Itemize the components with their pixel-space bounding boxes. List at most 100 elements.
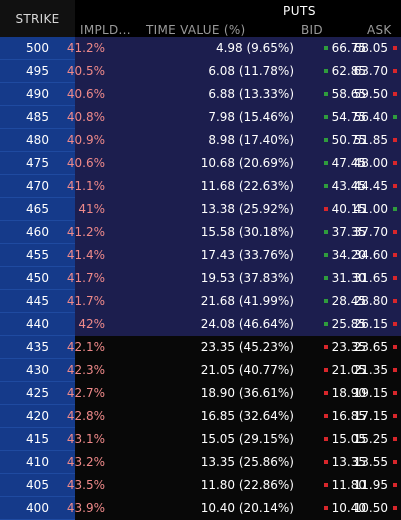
table-row[interactable]: 415 43.1% 15.05 (29.15%) 15.05 15.25: [0, 428, 401, 451]
table-row[interactable]: 475 40.6% 10.68 (20.69%) 47.45 48.00: [0, 152, 401, 175]
strike-cell[interactable]: 475: [0, 152, 75, 175]
table-row[interactable]: 470 41.1% 11.68 (22.63%) 43.45 44.45: [0, 175, 401, 198]
bid-price-cell[interactable]: 16.85: [331, 409, 366, 423]
puts-cells[interactable]: [75, 313, 401, 336]
puts-cells[interactable]: [75, 359, 401, 382]
strike-cell[interactable]: 490: [0, 83, 75, 106]
bid-price-cell[interactable]: 31.30: [331, 271, 366, 285]
table-row[interactable]: 400 43.9% 10.40 (20.14%) 10.40 10.50: [0, 497, 401, 520]
table-row[interactable]: 465 41% 13.38 (25.92%) 40.15 41.00: [0, 198, 401, 221]
table-row[interactable]: 445 41.7% 21.68 (41.99%) 28.45 28.80: [0, 290, 401, 313]
bid-price-cell[interactable]: 62.85: [331, 64, 366, 78]
puts-cells[interactable]: [75, 129, 401, 152]
ask-price-cell[interactable]: 34.60: [353, 248, 388, 262]
table-row[interactable]: 480 40.9% 8.98 (17.40%) 50.75 51.85: [0, 129, 401, 152]
ask-price-cell[interactable]: 10.50: [353, 501, 388, 515]
strike-cell[interactable]: 450: [0, 267, 75, 290]
bid-price-cell[interactable]: 66.75: [331, 41, 366, 55]
bid-price-cell[interactable]: 54.75: [331, 110, 366, 124]
table-row[interactable]: 500 41.2% 4.98 (9.65%) 66.75 68.05: [0, 37, 401, 60]
strike-cell[interactable]: 410: [0, 451, 75, 474]
bid-price-cell[interactable]: 37.35: [331, 225, 366, 239]
table-row[interactable]: 490 40.6% 6.88 (13.33%) 58.65 59.50: [0, 83, 401, 106]
puts-cells[interactable]: [75, 152, 401, 175]
ask-price-cell[interactable]: 44.45: [353, 179, 388, 193]
table-row[interactable]: 455 41.4% 17.43 (33.76%) 34.20 34.60: [0, 244, 401, 267]
ask-price-cell[interactable]: 63.70: [353, 64, 388, 78]
ask-column-header[interactable]: ASK: [367, 23, 392, 37]
ask-price-cell[interactable]: 13.55: [353, 455, 388, 469]
bid-price-cell[interactable]: 28.45: [331, 294, 366, 308]
strike-cell[interactable]: 495: [0, 60, 75, 83]
ask-price-cell[interactable]: 11.95: [353, 478, 388, 492]
puts-cells[interactable]: [75, 244, 401, 267]
bid-price-cell[interactable]: 47.45: [331, 156, 366, 170]
strike-cell[interactable]: 455: [0, 244, 75, 267]
strike-cell[interactable]: 440: [0, 313, 75, 336]
puts-cells[interactable]: [75, 474, 401, 497]
table-row[interactable]: 440 42% 24.08 (46.64%) 25.85 26.15: [0, 313, 401, 336]
bid-price-cell[interactable]: 40.15: [331, 202, 366, 216]
puts-cells[interactable]: [75, 175, 401, 198]
ask-price-cell[interactable]: 23.65: [353, 340, 388, 354]
strike-cell[interactable]: 480: [0, 129, 75, 152]
bid-price-cell[interactable]: 58.65: [331, 87, 366, 101]
implied-volatility-column-header[interactable]: IMPLD...: [80, 23, 131, 37]
strike-cell[interactable]: 465: [0, 198, 75, 221]
bid-price-cell[interactable]: 13.35: [331, 455, 366, 469]
bid-price-cell[interactable]: 21.05: [331, 363, 366, 377]
puts-cells[interactable]: [75, 428, 401, 451]
bid-price-cell[interactable]: 25.85: [331, 317, 366, 331]
table-row[interactable]: 485 40.8% 7.98 (15.46%) 54.75 56.40: [0, 106, 401, 129]
table-row[interactable]: 435 42.1% 23.35 (45.23%) 23.35 23.65: [0, 336, 401, 359]
ask-price-cell[interactable]: 56.40: [353, 110, 388, 124]
table-row[interactable]: 425 42.7% 18.90 (36.61%) 18.90 19.15: [0, 382, 401, 405]
puts-cells[interactable]: [75, 106, 401, 129]
bid-price-cell[interactable]: 23.35: [331, 340, 366, 354]
puts-cells[interactable]: [75, 267, 401, 290]
ask-price-cell[interactable]: 15.25: [353, 432, 388, 446]
bid-column-header[interactable]: BID: [301, 23, 323, 37]
ask-price-cell[interactable]: 28.80: [353, 294, 388, 308]
bid-price-cell[interactable]: 34.20: [331, 248, 366, 262]
bid-price-cell[interactable]: 11.80: [331, 478, 366, 492]
puts-cells[interactable]: [75, 60, 401, 83]
bid-price-cell[interactable]: 18.90: [331, 386, 366, 400]
ask-price-cell[interactable]: 51.85: [353, 133, 388, 147]
ask-price-cell[interactable]: 19.15: [353, 386, 388, 400]
ask-price-cell[interactable]: 48.00: [353, 156, 388, 170]
strike-cell[interactable]: 500: [0, 37, 75, 60]
table-row[interactable]: 460 41.2% 15.58 (30.18%) 37.35 37.70: [0, 221, 401, 244]
strike-column-header[interactable]: STRIKE: [0, 0, 75, 37]
ask-price-cell[interactable]: 31.65: [353, 271, 388, 285]
ask-price-cell[interactable]: 59.50: [353, 87, 388, 101]
strike-cell[interactable]: 470: [0, 175, 75, 198]
bid-price-cell[interactable]: 15.05: [331, 432, 366, 446]
ask-price-cell[interactable]: 37.70: [353, 225, 388, 239]
ask-price-cell[interactable]: 68.05: [353, 41, 388, 55]
table-row[interactable]: 450 41.7% 19.53 (37.83%) 31.30 31.65: [0, 267, 401, 290]
strike-cell[interactable]: 400: [0, 497, 75, 520]
strike-cell[interactable]: 445: [0, 290, 75, 313]
puts-cells[interactable]: [75, 290, 401, 313]
ask-price-cell[interactable]: 26.15: [353, 317, 388, 331]
table-row[interactable]: 405 43.5% 11.80 (22.86%) 11.80 11.95: [0, 474, 401, 497]
bid-price-cell[interactable]: 43.45: [331, 179, 366, 193]
puts-cells[interactable]: [75, 382, 401, 405]
strike-cell[interactable]: 430: [0, 359, 75, 382]
table-row[interactable]: 430 42.3% 21.05 (40.77%) 21.05 21.35: [0, 359, 401, 382]
ask-price-cell[interactable]: 21.35: [353, 363, 388, 377]
ask-price-cell[interactable]: 17.15: [353, 409, 388, 423]
puts-cells[interactable]: [75, 451, 401, 474]
table-row[interactable]: 495 40.5% 6.08 (11.78%) 62.85 63.70: [0, 60, 401, 83]
table-row[interactable]: 410 43.2% 13.35 (25.86%) 13.35 13.55: [0, 451, 401, 474]
puts-cells[interactable]: [75, 336, 401, 359]
strike-cell[interactable]: 435: [0, 336, 75, 359]
strike-cell[interactable]: 485: [0, 106, 75, 129]
ask-price-cell[interactable]: 41.00: [353, 202, 388, 216]
strike-cell[interactable]: 415: [0, 428, 75, 451]
strike-cell[interactable]: 460: [0, 221, 75, 244]
strike-cell[interactable]: 420: [0, 405, 75, 428]
time-value-column-header[interactable]: TIME VALUE (%): [146, 23, 246, 37]
puts-cells[interactable]: [75, 37, 401, 60]
